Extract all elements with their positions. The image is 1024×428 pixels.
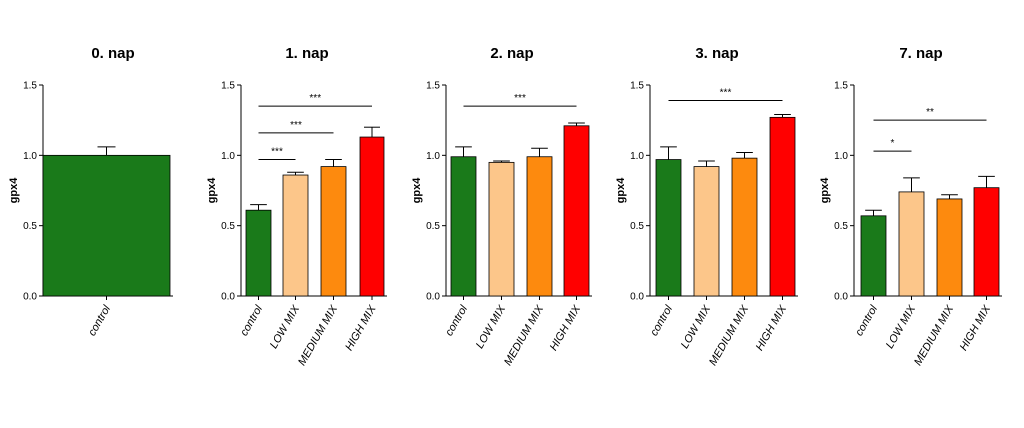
bar-2 [936,198,963,297]
bar-0 [245,209,272,297]
bar-0 [860,215,887,297]
y-axis-label: gpx4 [615,177,627,204]
y-tick-label: 1.0 [630,151,644,162]
chart-title: 0. nap [91,45,134,62]
bar-0 [450,156,477,297]
chart-panel-2: 2. nap 0.0 0.5 1.0 1.5 gpx4 control LOW MIXMEDI… [411,45,592,368]
significance-label-0: *** [271,147,283,158]
y-tick-label: 1.5 [630,81,644,92]
y-tick-label: 0.5 [630,221,644,232]
category-label-0: control [238,303,265,338]
category-label-3: HIGH MIX [754,303,790,353]
y-tick-label: 0.0 [426,292,440,303]
category-label-1: LOW MIX [679,303,714,351]
category-label-2: MEDIUM MIX [502,303,546,368]
chart-title: 7. nap [899,45,942,62]
significance-label-1: ** [926,107,934,118]
y-tick-label: 1.5 [426,81,440,92]
chart-panel-3: 3. nap 0.0 0.5 1.0 1.5 gpx4 control LOW MIXMEDI… [615,45,798,368]
category-label-1: LOW MIX [884,303,919,351]
significance-label-0: *** [514,93,526,104]
category-label-3: HIGH MIX [343,303,379,353]
category-label-1: LOW MIX [474,303,509,351]
bar-3 [359,136,385,297]
chart-panel-1: 1. nap 0.0 0.5 1.0 1.5 gpx4 control LOW MIXMEDI… [206,45,387,368]
bar-2 [526,156,553,297]
bar-0 [655,159,682,297]
chart-title: 3. nap [695,45,738,62]
bar-1 [282,174,309,297]
category-label-2: MEDIUM MIX [912,303,956,368]
y-tick-label: 0.0 [23,292,37,303]
y-axis-label: gpx4 [411,177,423,204]
chart-title: 2. nap [490,45,533,62]
bar-0 [42,154,171,297]
significance-label-0: * [891,138,895,149]
y-tick-label: 1.5 [23,81,37,92]
y-tick-label: 1.0 [221,151,235,162]
y-tick-label: 0.0 [221,292,235,303]
category-label-2: MEDIUM MIX [707,303,751,368]
y-tick-label: 0.5 [23,221,37,232]
significance-label-0: *** [720,87,732,98]
y-axis-label: gpx4 [819,177,831,204]
bar-3 [973,187,1000,297]
y-axis-label: gpx4 [206,177,218,204]
significance-label-1: *** [290,120,302,131]
y-tick-label: 0.5 [834,221,848,232]
y-tick-label: 0.0 [630,292,644,303]
category-label-2: MEDIUM MIX [296,303,340,368]
bar-3 [563,125,590,297]
significance-label-2: *** [309,93,321,104]
category-label-3: HIGH MIX [958,303,994,353]
category-label-3: HIGH MIX [548,303,584,353]
y-tick-label: 1.0 [426,151,440,162]
bar-3 [769,116,796,297]
y-tick-label: 0.5 [426,221,440,232]
category-label-0: control [853,303,880,338]
y-tick-label: 1.5 [834,81,848,92]
chart-panel-0: 0. nap 0.0 0.5 1.0 1.5 gpx4 control [8,45,173,338]
chart-title: 1. nap [285,45,328,62]
category-label-0: control [86,303,113,338]
bar-2 [731,157,758,297]
y-axis-label: gpx4 [8,177,20,204]
bar-1 [488,161,515,297]
y-tick-label: 0.5 [221,221,235,232]
y-tick-label: 0.0 [834,292,848,303]
bar-1 [898,191,925,297]
y-tick-label: 1.5 [221,81,235,92]
bar-2 [320,166,347,297]
category-label-0: control [648,303,675,338]
category-label-0: control [443,303,470,338]
y-tick-label: 1.0 [23,151,37,162]
category-label-1: LOW MIX [268,303,303,351]
chart-panel-4: 7. nap 0.0 0.5 1.0 1.5 gpx4 control LOW MIXMEDI… [819,45,1002,368]
bar-1 [693,166,720,297]
y-tick-label: 1.0 [834,151,848,162]
